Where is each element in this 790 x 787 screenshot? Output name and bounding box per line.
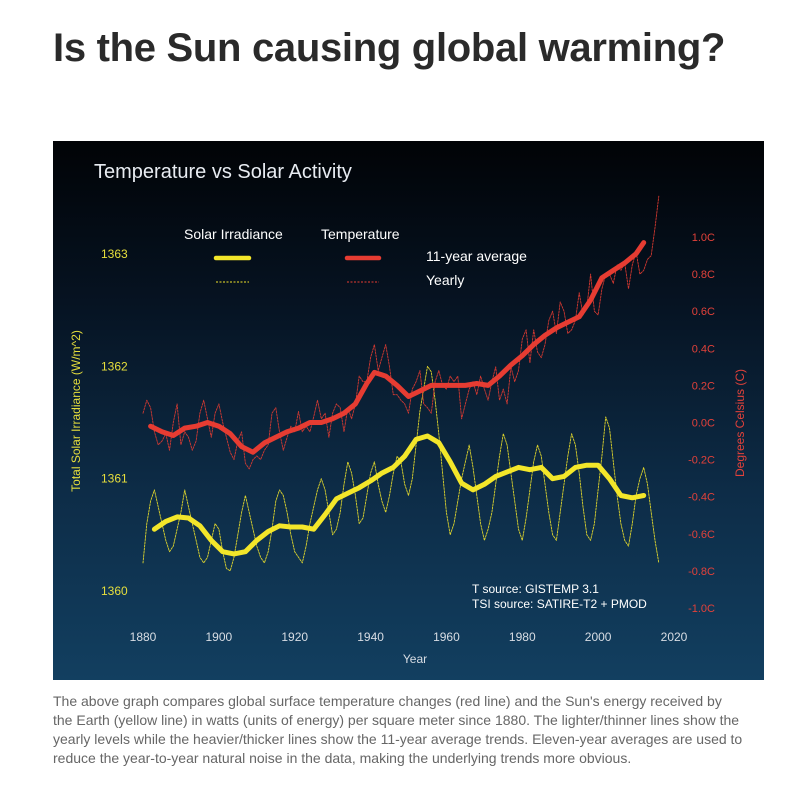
right-tick-label: 0.6C [692,306,715,318]
right-tick-label: 0.0C [692,418,715,430]
right-tick-label: -0.2C [688,455,715,467]
solar-source: TSI source: SATIRE-T2 + PMOD [472,597,647,611]
left-tick-label: 1361 [101,472,128,486]
right-tick-label: 0.2C [692,380,715,392]
page-title: Is the Sun causing global warming? [53,26,726,70]
left-tick-label: 1363 [101,247,128,261]
temperature-average-line [148,240,647,455]
right-tick-label: 1.0C [692,232,715,244]
x-tick-label: 2000 [585,630,612,644]
x-axis-title: Year [403,652,427,666]
legend-yearly-label: Yearly [426,272,464,288]
chart-panel: Temperature vs Solar Activity Solar Irra… [53,141,764,680]
chart-title: Temperature vs Solar Activity [94,161,352,183]
x-tick-label: 1940 [357,630,384,644]
right-tick-label: -1.0C [688,603,715,615]
legend-average-label: 11-year average [426,248,527,264]
x-tick-label: 1880 [130,630,157,644]
legend-temperature-label: Temperature [321,226,400,242]
right-tick-label: -0.4C [688,492,715,504]
left-tick-label: 1360 [101,584,128,598]
solar-average-line [151,433,647,557]
x-tick-label: 2020 [661,630,688,644]
legend-solar-label: Solar Irradiance [184,226,283,242]
x-tick-label: 1980 [509,630,536,644]
right-tick-label: -0.6C [688,529,715,541]
x-tick-label: 1900 [206,630,233,644]
right-axis-title: Degrees Celsius (C) [733,369,747,477]
x-tick-label: 1960 [433,630,460,644]
chart-svg: Temperature vs Solar Activity Solar Irra… [69,161,747,666]
left-tick-label: 1362 [101,359,128,373]
chart-caption: The above graph compares global surface … [53,693,743,766]
axis-ticks: 1880 1900 1920 1940 1960 1980 2000 2020 1360 1361… [101,232,715,644]
left-axis-title: Total Solar Irradiance (W/m^2) [69,330,83,492]
right-tick-label: 0.4C [692,343,715,355]
x-tick-label: 1920 [281,630,308,644]
series-lines [142,195,660,572]
right-tick-label: -0.8C [688,566,715,578]
right-tick-label: 0.8C [692,269,715,281]
temperature-source: T source: GISTEMP 3.1 [472,582,599,596]
temperature-yearly-line [142,195,660,470]
